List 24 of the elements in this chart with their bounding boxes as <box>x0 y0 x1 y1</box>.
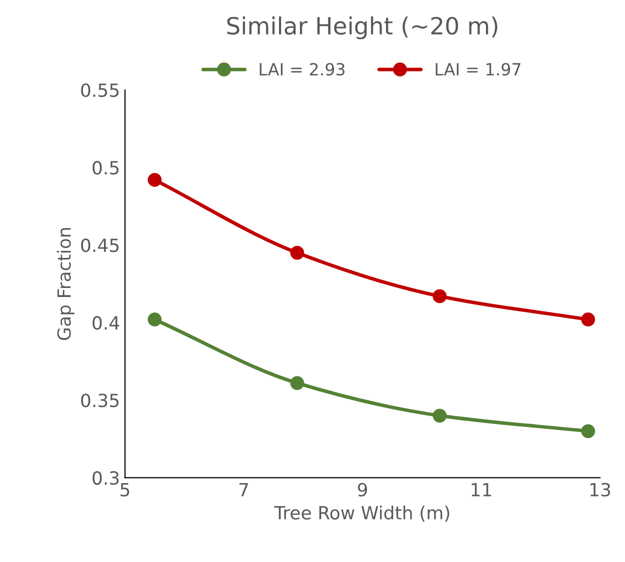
point <box>581 312 596 326</box>
y-tick-label: 0.4 <box>92 316 120 330</box>
x-tick-label: 11 <box>472 483 492 496</box>
point <box>290 376 304 390</box>
legend-label: LAI = 1.97 <box>436 62 520 76</box>
y-tick-label: 0.55 <box>81 83 119 98</box>
y-tick-label: 0.35 <box>81 394 119 408</box>
point <box>581 424 596 438</box>
x-axis-title: Tree Row Width (m) <box>274 506 450 522</box>
x-tick-label: 9 <box>358 482 367 497</box>
point <box>148 172 162 187</box>
x-tick-label: 5 <box>120 483 130 497</box>
point <box>432 408 447 423</box>
legend-label: LAI = 2.93 <box>260 62 344 76</box>
x-tick-label: 7 <box>239 483 248 496</box>
y-tick-label: 0.45 <box>81 238 119 252</box>
point <box>148 312 162 326</box>
chart-title: Similar Height (~20 m) <box>227 16 498 40</box>
point <box>432 289 447 304</box>
y-tick-label: 0.3 <box>92 471 119 485</box>
y-axis-title: Gap Fraction <box>56 228 74 340</box>
point <box>290 246 304 260</box>
x-tick-label: 13 <box>590 482 610 497</box>
y-tick-label: 0.5 <box>92 160 119 175</box>
